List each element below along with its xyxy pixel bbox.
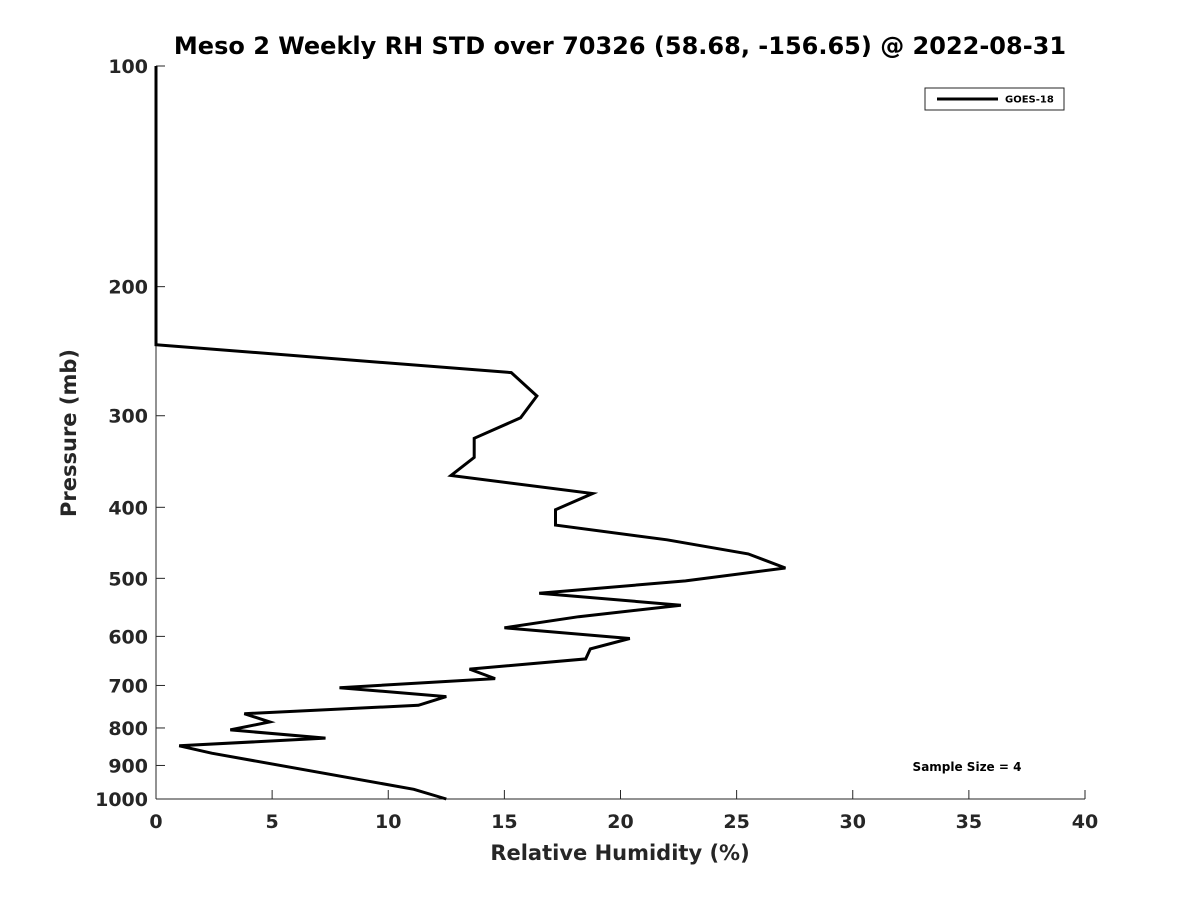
y-tick-label: 1000	[95, 789, 148, 811]
x-axis-ticks: 0 5 10 15 20 25 30 35 40	[149, 790, 1098, 833]
chart-title: Meso 2 Weekly RH STD over 70326 (58.68, …	[174, 32, 1066, 60]
y-tick-label: 400	[108, 497, 148, 519]
x-tick-label: 5	[266, 811, 279, 833]
x-tick-label: 15	[491, 811, 517, 833]
series-line-goes-18	[154, 66, 786, 801]
y-tick-label: 200	[108, 277, 148, 299]
legend: GOES-18	[924, 87, 1065, 111]
x-tick-label: 25	[723, 811, 749, 833]
y-tick-label: 100	[108, 56, 148, 78]
y-tick-label: 800	[108, 718, 148, 740]
series-layer	[154, 66, 786, 801]
x-tick-label: 20	[607, 811, 633, 833]
x-tick-label: 30	[840, 811, 866, 833]
x-axis-title: Relative Humidity (%)	[490, 841, 749, 865]
y-axis-title: Pressure (mb)	[57, 349, 81, 517]
y-tick-label: 900	[108, 755, 148, 777]
x-tick-label: 40	[1072, 811, 1098, 833]
sample-size-annotation: Sample Size = 4	[913, 760, 1022, 774]
y-tick-label: 500	[108, 568, 148, 590]
legend-entry-goes-18: GOES-18	[1005, 95, 1054, 106]
x-tick-label: 0	[149, 811, 162, 833]
y-tick-label: 300	[108, 406, 148, 428]
y-tick-label: 700	[108, 675, 148, 697]
x-tick-label: 10	[375, 811, 401, 833]
y-axis-ticks: 100 200 300 400 500 600 700 800 900 1000	[95, 56, 165, 811]
y-tick-label: 600	[108, 626, 148, 648]
x-tick-label: 35	[956, 811, 982, 833]
